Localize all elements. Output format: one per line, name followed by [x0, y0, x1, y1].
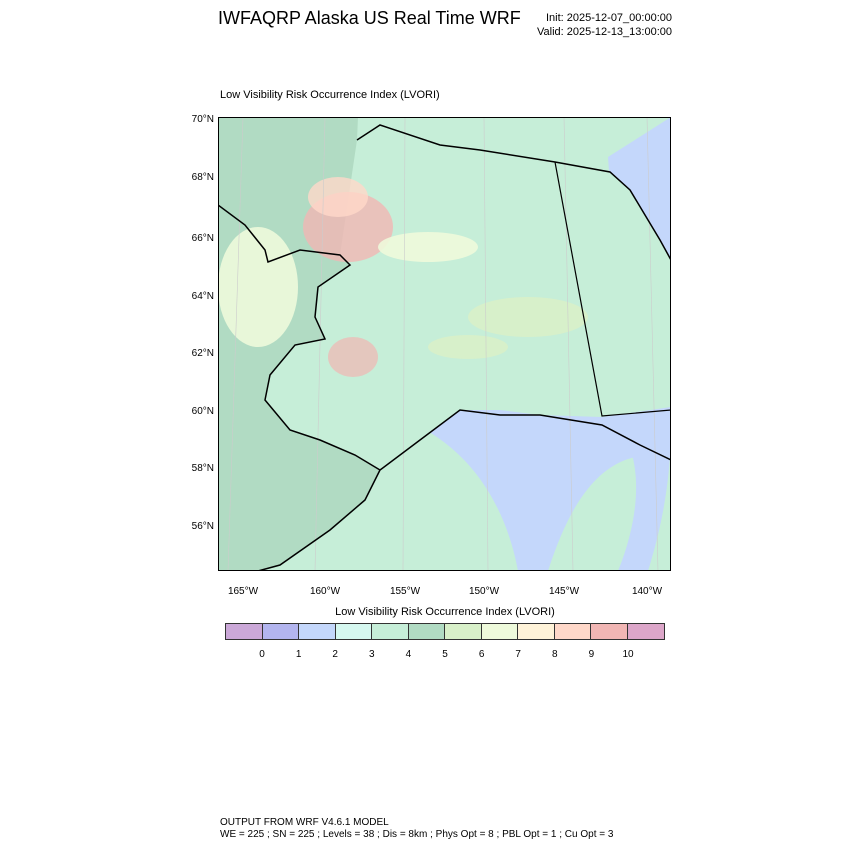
mid-index-patch	[468, 297, 588, 337]
field-title: Low Visibility Risk Occurrence Index (LV…	[220, 89, 440, 101]
land-interior	[320, 125, 671, 470]
high-index-patch	[308, 177, 368, 217]
lon-label: 165°W	[227, 586, 259, 597]
high-index-patch	[328, 337, 378, 377]
colorbar-label: 3	[369, 649, 375, 660]
lat-label: 64°N	[191, 291, 214, 302]
border-line	[554, 161, 671, 417]
colorbar-label: 6	[478, 649, 485, 660]
lat-label: 70°N	[191, 114, 214, 125]
colorbar-label: 7	[515, 649, 521, 660]
lat-label: 62°N	[191, 348, 214, 359]
colorbar-swatch	[299, 624, 336, 639]
colorbar-label: 1	[295, 649, 302, 660]
lat-label: 58°N	[191, 463, 214, 474]
footer-model: OUTPUT FROM WRF V4.6.1 MODEL	[220, 817, 389, 828]
colorbar-label: 4	[405, 649, 412, 660]
lvori-map	[218, 117, 671, 571]
colorbar-label: 9	[588, 649, 595, 660]
colorbar-title: Low Visibility Risk Occurrence Index (LV…	[335, 606, 555, 618]
mid-index-patch	[218, 227, 298, 347]
valid-time: Valid: 2025-12-13_13:00:00	[537, 26, 672, 38]
colorbar-swatch	[445, 624, 482, 639]
plot-title: IWFAQRP Alaska US Real Time WRF	[218, 8, 521, 28]
colorbar-label: 5	[442, 649, 448, 660]
mid-index-patch	[378, 232, 478, 262]
colorbar-swatch	[518, 624, 555, 639]
lon-label: 150°W	[468, 586, 500, 597]
colorbar-label: 0	[259, 649, 265, 660]
mid-index-patch	[428, 335, 508, 359]
lat-label: 60°N	[191, 406, 214, 417]
colorbar-swatch	[591, 624, 628, 639]
lat-label: 56°N	[191, 521, 214, 532]
colorbar-swatch	[226, 624, 263, 639]
lon-label: 145°W	[548, 586, 580, 597]
coastline	[218, 124, 671, 571]
colorbar-swatch	[408, 624, 445, 639]
colorbar-label: 8	[552, 649, 558, 660]
colorbar-label: 10	[622, 649, 634, 660]
colorbar-label: 2	[332, 649, 338, 660]
map-frame	[218, 117, 671, 571]
lon-label: 155°W	[389, 586, 421, 597]
lat-label: 68°N	[191, 172, 214, 183]
colorbar-swatch	[481, 624, 518, 639]
lon-label: 140°W	[631, 586, 663, 597]
lat-label: 66°N	[191, 233, 214, 244]
footer-config: WE = 225 ; SN = 225 ; Levels = 38 ; Dis …	[220, 829, 614, 840]
colorbar-swatch	[372, 624, 409, 639]
colorbar-swatch	[554, 624, 591, 639]
graticule	[227, 117, 659, 571]
init-time: Init: 2025-12-07_00:00:00	[546, 12, 672, 24]
colorbar-swatch	[262, 624, 299, 639]
colorbar-swatch	[627, 624, 664, 639]
lon-label: 160°W	[309, 586, 341, 597]
colorbar	[225, 623, 665, 640]
colorbar-swatch	[335, 624, 372, 639]
